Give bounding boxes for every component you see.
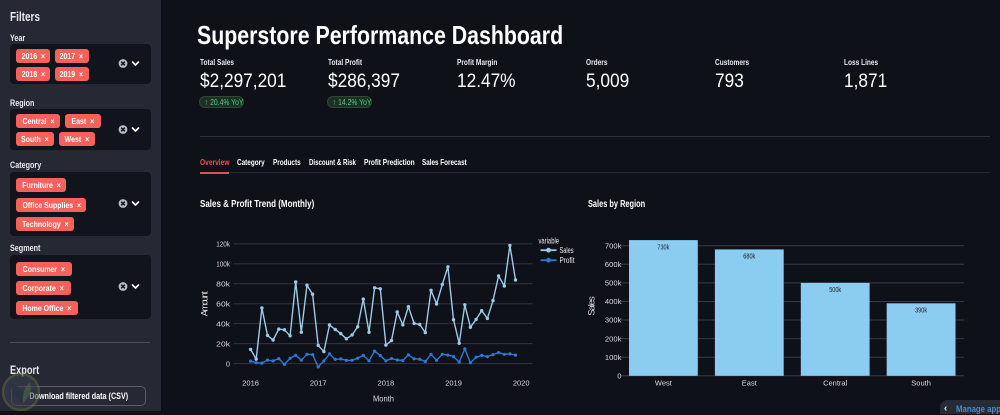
svg-text:0: 0 [617, 372, 621, 381]
svg-text:2016: 2016 [242, 379, 259, 388]
svg-text:Sales: Sales [586, 296, 597, 316]
svg-text:500k: 500k [829, 285, 841, 294]
svg-text:500k: 500k [605, 279, 622, 288]
svg-text:200k: 200k [605, 334, 622, 343]
svg-text:East: East [742, 379, 758, 388]
svg-text:390k: 390k [915, 306, 927, 315]
svg-text:100k: 100k [216, 260, 230, 269]
svg-text:80k: 80k [216, 279, 230, 288]
svg-text:Profit: Profit [560, 256, 576, 265]
svg-text:2020: 2020 [513, 379, 530, 388]
svg-text:2017: 2017 [310, 379, 327, 388]
svg-text:Sales: Sales [560, 246, 574, 255]
svg-text:680k: 680k [743, 252, 755, 261]
svg-text:700k: 700k [605, 241, 622, 250]
svg-text:100k: 100k [605, 353, 622, 362]
svg-text:2018: 2018 [378, 379, 395, 388]
svg-text:Central: Central [823, 379, 848, 388]
svg-text:600k: 600k [605, 260, 622, 269]
svg-text:20k: 20k [216, 339, 230, 348]
svg-text:730k: 730k [657, 242, 669, 251]
svg-text:Amount: Amount [200, 291, 211, 316]
svg-text:West: West [655, 379, 673, 388]
svg-text:South: South [911, 379, 931, 388]
svg-text:60k: 60k [216, 299, 230, 308]
svg-text:Month: Month [373, 394, 394, 404]
svg-text:120k: 120k [216, 240, 230, 249]
svg-text:300k: 300k [605, 316, 622, 325]
svg-text:400k: 400k [605, 297, 622, 306]
svg-text:0: 0 [226, 359, 230, 368]
svg-text:2019: 2019 [445, 379, 462, 388]
svg-text:40k: 40k [216, 319, 230, 328]
svg-text:variable: variable [539, 236, 560, 245]
